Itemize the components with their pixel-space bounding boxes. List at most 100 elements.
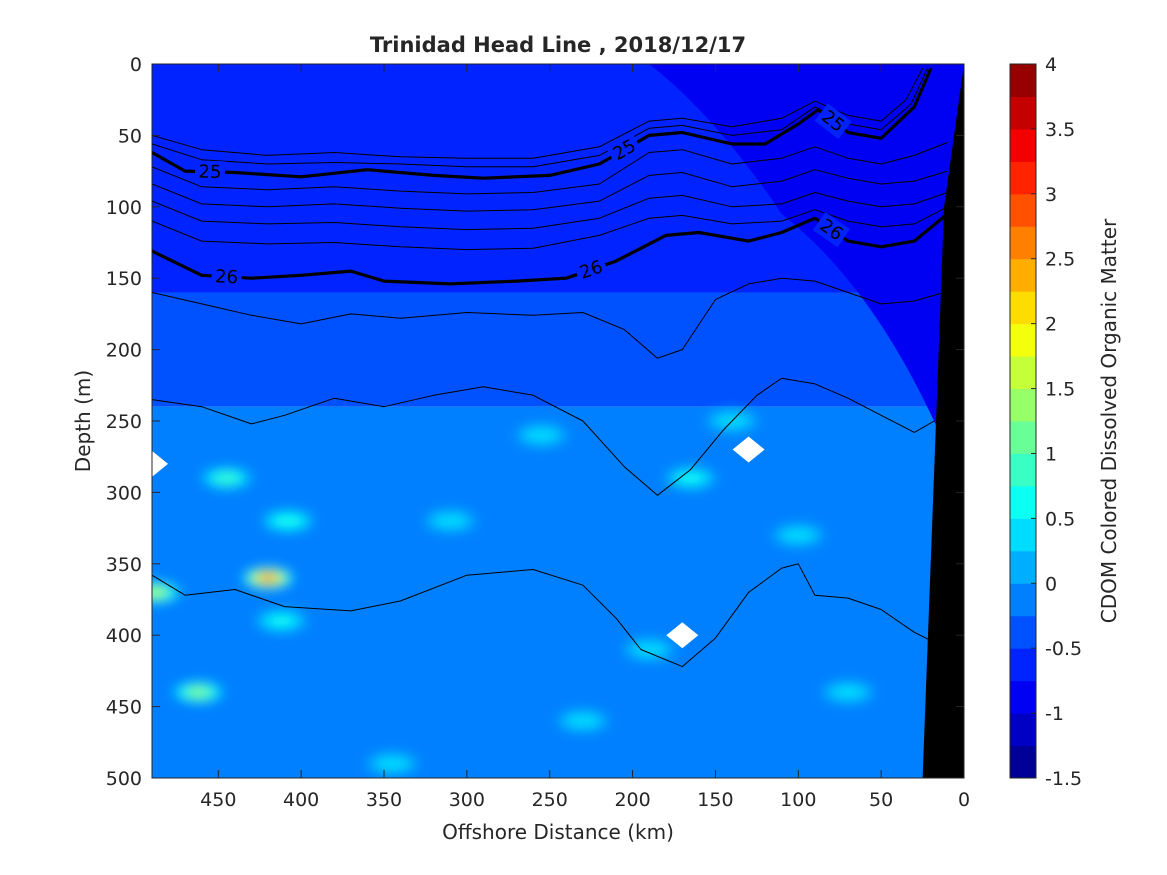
y-tick-label: 50 xyxy=(118,125,142,147)
y-tick-label: 250 xyxy=(106,411,142,433)
colorbar-tick-label: 2.5 xyxy=(1045,249,1075,271)
colorbar-swatch xyxy=(1010,648,1036,682)
density-contour-9 xyxy=(152,377,935,496)
hotspot-10 xyxy=(556,709,609,732)
colorbar-swatch xyxy=(1010,258,1036,292)
density-contour-8 xyxy=(152,277,945,359)
colorbar-swatch xyxy=(1010,583,1036,617)
hotspot-7 xyxy=(623,638,676,661)
y-tick-label: 150 xyxy=(106,268,142,290)
colorbar-swatch xyxy=(1010,128,1036,162)
colorbar-swatch xyxy=(1010,356,1036,390)
bathymetry xyxy=(922,64,964,778)
chart-title: Trinidad Head Line , 2018/12/17 xyxy=(370,33,746,57)
x-tick-label: 100 xyxy=(780,789,816,811)
y-tick-label: 200 xyxy=(106,340,142,362)
colorbar-tick-label: 0.5 xyxy=(1045,508,1075,530)
colorbar-tick-label: -1 xyxy=(1045,703,1064,725)
cdom-hotspots xyxy=(152,410,874,775)
colorbar-tick-label: 3 xyxy=(1045,184,1057,206)
colorbar-swatch xyxy=(1010,713,1036,747)
y-tick-label: 400 xyxy=(106,625,142,647)
hotspot-8 xyxy=(822,681,874,704)
colorbar-tick-label: 4 xyxy=(1045,54,1057,76)
contour-label-bg xyxy=(605,132,643,167)
missing-data-0 xyxy=(732,436,765,463)
x-axis: 450 400 350 300 250 200 150 100 50 0 xyxy=(200,64,970,811)
hotspot-0 xyxy=(242,567,294,590)
y-axis: 0 50 100 150 200 250 300 350 400 450 500 xyxy=(106,54,964,790)
hotspot-4 xyxy=(261,509,314,532)
hotspot-1 xyxy=(172,681,225,704)
colorbar-swatch xyxy=(1010,680,1036,714)
colorbar-swatch xyxy=(1010,421,1036,454)
contour-label-bg xyxy=(812,212,851,248)
colorbar-tick-label: 1 xyxy=(1045,443,1057,465)
density-contour-0 xyxy=(152,67,933,180)
y-tick-label: 0 xyxy=(130,54,142,76)
colorbar-swatch xyxy=(1010,226,1036,260)
density-contour-1 xyxy=(152,212,949,286)
hotspot-11 xyxy=(772,524,825,547)
nearshore-low-region xyxy=(649,64,964,493)
colorbar-swatch xyxy=(1010,323,1036,357)
hotspot-9 xyxy=(424,509,477,532)
x-tick-label: 300 xyxy=(449,789,485,811)
density-contour-5 xyxy=(152,169,948,212)
field-band-2 xyxy=(152,406,964,778)
hotspot-12 xyxy=(515,424,568,447)
seafloor-shape xyxy=(922,64,964,778)
missing-data-markers xyxy=(152,436,765,649)
colorbar-swatch xyxy=(1010,64,1036,97)
x-tick-label: 250 xyxy=(532,789,568,811)
contour-label-bg xyxy=(210,264,243,289)
colorbar-tick-label: 0 xyxy=(1045,573,1057,595)
missing-data-1 xyxy=(666,622,699,649)
x-axis-label: Offshore Distance (km) xyxy=(442,820,674,844)
field-band-1 xyxy=(152,292,964,407)
density-contour-7 xyxy=(152,206,948,251)
hotspot-13 xyxy=(366,752,419,775)
density-contour-10 xyxy=(152,563,935,668)
cdom-field xyxy=(152,64,964,778)
y-axis-label: Depth (m) xyxy=(71,370,95,472)
colorbar-swatch xyxy=(1010,615,1036,649)
colorbar-swatch xyxy=(1010,745,1036,779)
colorbar-frame xyxy=(1009,63,1037,779)
hotspot-2 xyxy=(152,581,182,604)
density-contour-6 xyxy=(152,192,948,231)
colorbar-tick-label: -1.5 xyxy=(1045,768,1082,790)
colorbar-swatch xyxy=(1010,518,1036,552)
colorbar-swatch xyxy=(1010,161,1036,195)
x-tick-label: 0 xyxy=(958,789,970,811)
colorbar-swatch xyxy=(1010,193,1036,227)
hotspot-3 xyxy=(200,467,253,490)
contour-label-bg xyxy=(194,160,226,184)
colorbar-tick-label: 3.5 xyxy=(1045,119,1075,141)
colorbar-tick-label: -0.5 xyxy=(1045,638,1082,660)
hotspot-5 xyxy=(255,609,308,632)
colorbar-tick-label: 1.5 xyxy=(1045,379,1075,401)
colorbar-swatch xyxy=(1010,388,1036,422)
colorbar-tick-label: 2 xyxy=(1045,314,1057,336)
colorbar-swatch xyxy=(1010,485,1036,519)
plot-area xyxy=(152,64,964,778)
y-tick-label: 300 xyxy=(106,482,142,504)
colorbar-swatch xyxy=(1010,96,1036,130)
density-contour-4 xyxy=(152,142,948,195)
x-tick-label: 400 xyxy=(283,789,319,811)
contour-label-0-0: 25 xyxy=(198,161,221,183)
contour-label-1-0: 26 xyxy=(215,266,239,288)
x-tick-label: 450 xyxy=(200,789,236,811)
density-contours xyxy=(152,67,949,668)
x-tick-label: 350 xyxy=(366,789,402,811)
colorbar-swatch xyxy=(1010,453,1036,487)
missing-data-2 xyxy=(152,450,168,477)
colorbar-swatch xyxy=(1010,550,1036,584)
x-tick-label: 150 xyxy=(697,789,733,811)
density-contour-3 xyxy=(152,68,928,168)
contour-label-bg xyxy=(573,254,609,285)
y-tick-label: 350 xyxy=(106,554,142,576)
y-tick-label: 450 xyxy=(106,697,142,719)
